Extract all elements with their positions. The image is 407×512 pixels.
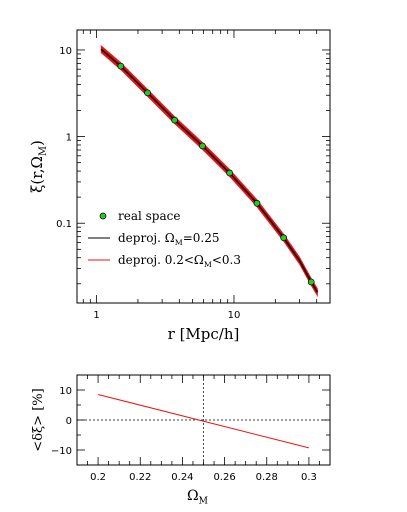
real-space-point xyxy=(199,142,206,150)
y-tick-label: 10 xyxy=(59,46,72,57)
y-axis-label: <δξ> [%] xyxy=(31,388,46,451)
legend-deproj-range-label: deproj. 0.2<ΩM<0.3 xyxy=(118,253,241,269)
deproj-range-band xyxy=(100,44,318,298)
x-tick-label: 0.2 xyxy=(90,472,106,483)
x-tick-label: 0.24 xyxy=(171,472,193,483)
residual-panel: 0.2 0.22 0.24 0.26 0.28 0.3 10 0 −10 ΩM <δξ> [%] xyxy=(31,374,331,507)
x-axis-label: ΩM xyxy=(187,488,208,507)
x-tick-label: 0.3 xyxy=(301,472,317,483)
residual-line xyxy=(97,394,310,449)
x-tick-label: 10 xyxy=(228,310,241,321)
real-space-point xyxy=(144,89,151,97)
legend-real-space-label: real space xyxy=(118,209,180,223)
y-tick-label: −10 xyxy=(51,446,72,457)
real-space-point xyxy=(117,62,125,70)
real-space-point xyxy=(253,199,261,207)
x-tick-label: 0.28 xyxy=(256,472,278,483)
real-space-point xyxy=(226,169,233,177)
real-space-point xyxy=(307,278,315,286)
y-tick-label: 10 xyxy=(59,386,72,397)
x-tick-label: 0.26 xyxy=(213,472,235,483)
y-tick-label: 0.1 xyxy=(56,219,72,230)
x-tick-label: 1 xyxy=(93,310,99,321)
legend-real-space-marker xyxy=(99,212,107,220)
y-tick-label: 0 xyxy=(66,416,72,427)
real-space-point xyxy=(280,234,288,242)
legend-deproj-line-label: deproj. ΩM=0.25 xyxy=(118,231,220,247)
x-axis-label: r [Mpc/h] xyxy=(168,325,240,343)
y-tick-label: 1 xyxy=(66,133,72,144)
real-space-point xyxy=(171,116,179,124)
y-axis-label: ξ(r,ΩM) xyxy=(28,140,49,193)
correlation-function-panel: 1 10 10 1 0.1 real space deproj. ΩM=0.25 deproj… xyxy=(28,29,331,343)
x-tick-label: 0.22 xyxy=(129,472,151,483)
